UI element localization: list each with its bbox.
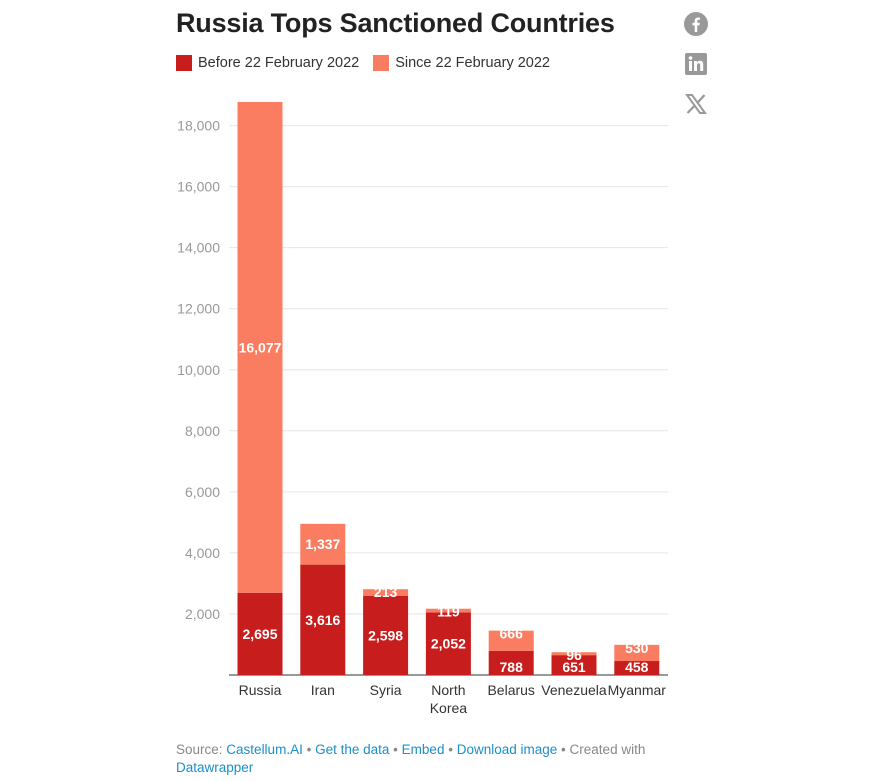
x-icon[interactable]	[683, 91, 709, 117]
x-category-label: Syria	[370, 682, 402, 698]
value-label-before: 3,616	[305, 612, 340, 628]
get-data-link[interactable]: Get the data	[315, 742, 390, 757]
value-label-before: 788	[500, 659, 524, 675]
value-label-since: 530	[625, 640, 649, 656]
y-tick-label: 14,000	[177, 240, 220, 256]
bar-since	[300, 523, 346, 565]
y-tick-label: 18,000	[177, 118, 220, 134]
separator: •	[306, 742, 312, 757]
download-image-link[interactable]: Download image	[456, 742, 558, 757]
value-label-since: 119	[437, 604, 460, 620]
y-tick-label: 8,000	[185, 423, 220, 439]
created-with-text: Created with	[569, 742, 646, 757]
bar-before	[551, 655, 597, 675]
chart-title: Russia Tops Sanctioned Countries	[176, 8, 615, 38]
datawrapper-link[interactable]: Datawrapper	[176, 760, 254, 775]
y-tick-label: 4,000	[185, 545, 220, 561]
legend-item-before: Before 22 February 2022	[176, 55, 359, 71]
source-prefix: Source:	[176, 742, 223, 757]
footer: Source: Castellum.AI • Get the data • Em…	[176, 741, 676, 777]
bar-before	[614, 661, 660, 675]
legend-label-before: Before 22 February 2022	[198, 55, 360, 71]
x-category-label: Iran	[311, 682, 335, 698]
x-category-label: North	[431, 682, 465, 698]
value-label-since: 213	[374, 584, 398, 600]
value-label-since: 16,077	[239, 339, 282, 355]
linkedin-icon[interactable]	[683, 51, 709, 77]
bar-since	[614, 644, 660, 662]
value-label-since: 1,337	[305, 536, 340, 552]
bar-since	[488, 630, 534, 651]
value-label-before: 2,695	[242, 626, 277, 642]
bar-before	[363, 595, 409, 675]
bar-before	[488, 650, 534, 675]
bar-since	[363, 589, 409, 596]
bar-before	[425, 612, 471, 675]
y-tick-label: 12,000	[177, 301, 220, 317]
bar-since	[551, 652, 597, 656]
bar-before	[300, 564, 346, 675]
embed-link[interactable]: Embed	[401, 742, 445, 757]
legend-swatch-since	[373, 55, 390, 71]
separator: •	[561, 742, 566, 757]
separator: •	[448, 742, 453, 757]
bar-since	[237, 102, 283, 593]
y-tick-label: 10,000	[177, 362, 220, 378]
legend-item-since: Since 22 February 2022	[373, 55, 550, 71]
y-tick-label: 2,000	[185, 606, 220, 622]
facebook-icon[interactable]	[683, 11, 709, 37]
x-category-label: Belarus	[487, 682, 534, 698]
x-category-label: Russia	[239, 682, 282, 698]
value-label-before: 458	[625, 659, 649, 675]
separator: •	[393, 742, 398, 757]
x-category-label: Myanmar	[608, 682, 667, 698]
chart-legend: Before 22 February 2022 Since 22 Februar…	[176, 55, 550, 71]
bar-since	[425, 608, 471, 613]
value-label-since: 666	[500, 626, 524, 642]
legend-label-since: Since 22 February 2022	[395, 55, 550, 71]
bar-before	[237, 592, 283, 675]
y-tick-label: 6,000	[185, 484, 220, 500]
value-label-before: 2,052	[431, 636, 466, 652]
value-label-before: 651	[562, 659, 586, 675]
y-tick-label: 16,000	[177, 179, 220, 195]
value-label-since: 96	[566, 647, 582, 663]
legend-swatch-before	[176, 55, 192, 71]
x-category-label: Venezuela	[541, 682, 607, 698]
source-link[interactable]: Castellum.AI	[226, 742, 303, 757]
x-category-label: Korea	[430, 700, 468, 716]
value-label-before: 2,598	[368, 627, 403, 643]
